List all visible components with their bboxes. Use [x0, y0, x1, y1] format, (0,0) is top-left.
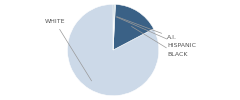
- Text: WHITE: WHITE: [45, 19, 92, 81]
- Text: HISPANIC: HISPANIC: [116, 17, 196, 48]
- Text: A.I.: A.I.: [117, 17, 177, 40]
- Wedge shape: [113, 4, 114, 50]
- Wedge shape: [113, 4, 115, 50]
- Text: BLACK: BLACK: [132, 26, 188, 57]
- Wedge shape: [67, 4, 159, 96]
- Wedge shape: [113, 4, 154, 50]
